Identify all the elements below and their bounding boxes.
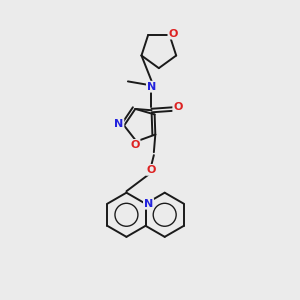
Text: N: N bbox=[147, 82, 156, 92]
Text: N: N bbox=[144, 199, 153, 209]
Text: O: O bbox=[130, 140, 140, 150]
Text: N: N bbox=[114, 119, 123, 129]
Text: O: O bbox=[173, 102, 183, 112]
Text: O: O bbox=[168, 28, 178, 39]
Text: O: O bbox=[146, 165, 156, 175]
